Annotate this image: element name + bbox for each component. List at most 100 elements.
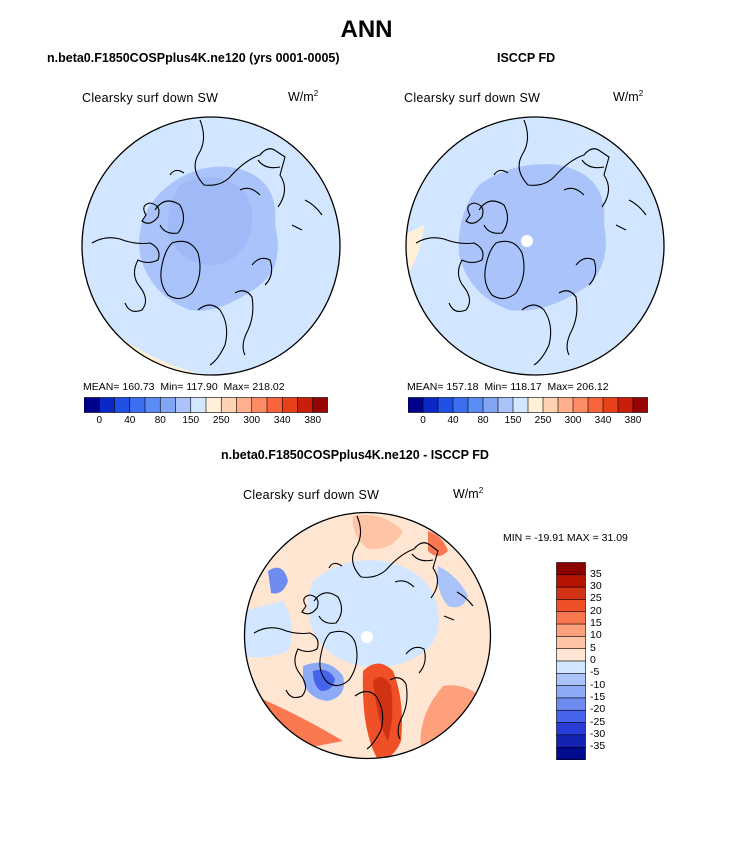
colorbar-swatch [527,397,544,413]
colorbar-tick-label: 30 [590,580,602,593]
colorbar-swatch [408,397,424,413]
panel2-polar-map [405,116,665,376]
colorbar-swatch [422,397,439,413]
colorbar-tick-label: 40 [124,415,136,426]
colorbar-swatch [129,397,146,413]
diff-field-warm-north [352,515,403,550]
panel1-max-label: Max= [223,381,250,393]
colorbar-tick-label: -20 [590,703,606,716]
diff-units-base: W/m [453,487,479,502]
panel1-map-boundary [81,116,341,376]
colorbar-swatch [542,397,559,413]
panel1-case-title: n.beta0.F1850COSPplus4K.ne120 (yrs 0001-… [47,51,340,65]
colorbar-swatch [144,397,161,413]
main-title: ANN [340,16,393,43]
panel1-mean-value: 160.73 [122,381,155,393]
diff-variable-label: Clearsky surf down SW [243,488,380,502]
panel2-max-value: 206.12 [576,381,609,393]
colorbar-swatch [312,397,328,413]
colorbar-swatch [556,599,586,613]
diff-coastlines [253,515,474,750]
panel2-pole-hole [521,235,533,247]
panel1-field-cool-core [167,177,253,265]
colorbar-tick-label: 20 [590,604,602,617]
colorbar-tick-label: -5 [590,666,600,679]
colorbar-swatch [452,397,469,413]
panel1-units: W/m2 [288,89,318,104]
colorbar-tick-label: -25 [590,715,606,728]
colorbar-tick-label: 300 [243,415,261,426]
colorbar-swatch [281,397,299,413]
diff-polar-map [243,511,492,760]
colorbar-swatch [220,397,238,413]
colorbar-swatch [251,397,268,413]
panel1-mean-label: MEAN= [83,381,120,393]
panel1-min-value: 117.90 [186,381,218,393]
panel2-mean-label: MEAN= [407,381,444,393]
colorbar-swatch [236,397,253,413]
diff-case-title: n.beta0.F1850COSPplus4K.ne120 - ISCCP FD [221,448,489,462]
panel1-colorbar [84,397,328,413]
colorbar-swatch [98,397,116,413]
panel2-map-boundary [405,116,665,376]
colorbar-swatch [556,586,586,600]
diff-field-blue-patch-nw [268,567,288,594]
colorbar-swatch [556,636,586,650]
panel1-colorbar-ticks: 0 40 80 150 250 300 340 380 [84,415,328,429]
diff-field-warm-patch-ne [428,531,448,556]
colorbar-swatch [556,709,586,724]
colorbar-tick-label: 35 [590,567,602,580]
panel1-min-label: Min= [160,381,184,393]
colorbar-tick-label: -30 [590,727,606,740]
colorbar-swatch [602,397,619,413]
diff-field-cool-west [244,601,292,658]
panel1-max-value: 218.02 [252,381,285,393]
colorbar-tick-label: -35 [590,740,606,753]
panel2-units: W/m2 [613,89,643,104]
colorbar-swatch [497,397,514,413]
colorbar-tick-label: 0 [420,415,426,426]
colorbar-swatch [175,397,192,413]
colorbar-swatch [557,397,574,413]
colorbar-swatch [159,397,177,413]
colorbar-tick-label: 150 [182,415,200,426]
panel2-coastlines [415,119,647,366]
diff-field-blue-patch-ne [437,566,468,608]
panel2-max-label: Max= [547,381,574,393]
colorbar-tick-label: 80 [477,415,489,426]
panel2-min-label: Min= [484,381,508,393]
panel2-units-exp: 2 [638,89,644,98]
colorbar-swatch [556,623,586,637]
colorbar-tick-label: 40 [447,415,459,426]
panel2-min-value: 118.17 [510,381,542,393]
colorbar-swatch [556,734,586,748]
colorbar-tick-label: 25 [590,592,602,605]
diff-colorbar [556,562,586,760]
colorbar-swatch [266,397,283,413]
panel2-colorbar [408,397,648,413]
colorbar-tick-label: 380 [304,415,322,426]
panel1-units-base: W/m [288,90,314,105]
colorbar-tick-label: 250 [212,415,230,426]
diff-minmax: MIN = -19.91 MAX = 31.09 [503,532,628,544]
colorbar-tick-label: 380 [624,415,642,426]
colorbar-tick-label: 150 [504,415,522,426]
colorbar-swatch [617,397,634,413]
panel2-field-warm-w [406,225,424,275]
colorbar-tick-label: 5 [590,641,596,654]
colorbar-swatch [556,673,586,687]
colorbar-swatch [556,697,586,711]
colorbar-swatch [190,397,207,413]
panel2-mean-value: 157.18 [446,381,479,393]
colorbar-tick-label: -15 [590,690,606,703]
diff-field-blue-core-sw [313,669,335,691]
colorbar-swatch [556,648,586,662]
colorbar-swatch [556,562,586,576]
colorbar-tick-label: 80 [154,415,166,426]
panel2-units-base: W/m [613,90,639,105]
colorbar-swatch [587,397,604,413]
diff-units-exp: 2 [478,486,484,495]
diff-pole-hole [361,631,373,643]
diff-field-hot-core [373,677,393,741]
panel2-variable-label: Clearsky surf down SW [404,91,541,105]
